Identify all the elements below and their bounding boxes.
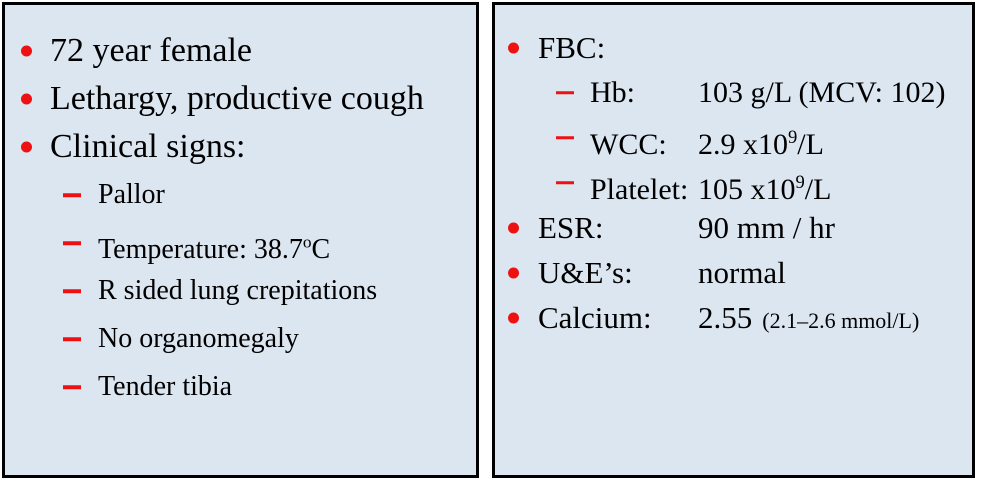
item-text: Clinical signs:: [50, 128, 246, 165]
list-item-hb: Hb: 103 g/L (MCV: 102): [495, 70, 972, 115]
lab-label: WCC:: [590, 128, 667, 161]
list-item-pallor: Pallor: [5, 171, 476, 219]
bullet-icon: [508, 312, 519, 323]
list-item-calcium: Calcium: 2.55 (2.1–2.6 mmol/L): [495, 295, 972, 340]
exponent-superscript: 9: [788, 127, 798, 148]
dash-icon: [63, 385, 81, 389]
wcc-value: 2.9 x10: [698, 128, 788, 161]
temperature-value: Temperature: 38.7: [98, 234, 303, 266]
calcium-reference-range: (2.1–2.6 mmol/L): [762, 308, 920, 333]
list-item-wcc: WCC: 2.9 x109/L: [495, 115, 972, 161]
lab-value: 90 mm / hr: [698, 210, 835, 245]
bullet-icon: [508, 42, 519, 53]
dash-icon: [556, 180, 574, 185]
list-item-temperature: Temperature: 38.7oC: [5, 219, 476, 267]
list-item-lung-crepitations: R sided lung crepitations: [5, 267, 476, 315]
dash-icon: [63, 193, 81, 197]
item-text: Pallor: [98, 179, 165, 210]
dash-icon: [556, 90, 574, 95]
list-item-tender-tibia: Tender tibia: [5, 363, 476, 411]
list-item-ue: U&E’s: normal: [495, 250, 972, 295]
list-item-esr: ESR: 90 mm / hr: [495, 205, 972, 250]
platelet-unit: /L: [804, 173, 832, 206]
lab-value: 105 x109/L: [698, 172, 832, 206]
lab-label: FBC:: [538, 30, 606, 65]
lab-results-panel: FBC: Hb: 103 g/L (MCV: 102) WCC: 2.9 x109/…: [492, 2, 975, 478]
list-item-no-organomegaly: No organomegaly: [5, 315, 476, 363]
dash-icon: [63, 289, 81, 293]
list-item-clinical-signs: Clinical signs:: [5, 123, 476, 171]
bullet-icon: [21, 141, 32, 153]
list-item-age: 72 year female: [5, 27, 476, 75]
list-item-fbc: FBC:: [495, 25, 972, 70]
bullet-icon: [508, 267, 519, 278]
patient-history-panel: 72 year female Lethargy, productive coug…: [2, 2, 479, 478]
dash-icon: [63, 241, 81, 245]
lab-value: 2.9 x109/L: [698, 127, 824, 161]
lab-value: normal: [698, 255, 786, 290]
temperature-unit: C: [311, 234, 331, 266]
list-item-symptoms: Lethargy, productive cough: [5, 75, 476, 123]
dash-icon: [556, 135, 574, 140]
bullet-icon: [21, 93, 32, 105]
lab-label: Hb:: [590, 76, 635, 109]
item-text: No organomegaly: [98, 323, 299, 354]
bullet-icon: [508, 222, 519, 233]
list-item-platelet: Platelet: 105 x109/L: [495, 160, 972, 206]
item-text: 72 year female: [50, 32, 252, 69]
lab-label: U&E’s:: [538, 255, 633, 290]
lab-value: 2.55 (2.1–2.6 mmol/L): [698, 300, 919, 335]
degree-superscript: o: [302, 233, 312, 252]
lab-label: Platelet:: [590, 173, 689, 206]
dash-icon: [63, 337, 81, 341]
calcium-value: 2.55: [698, 300, 753, 335]
exponent-superscript: 9: [795, 172, 805, 193]
lab-value: 103 g/L (MCV: 102): [698, 76, 946, 109]
lab-label: Calcium:: [538, 300, 652, 335]
item-text: Lethargy, productive cough: [50, 80, 424, 117]
item-text: R sided lung crepitations: [98, 275, 378, 306]
bullet-icon: [21, 45, 32, 57]
platelet-value: 105 x10: [698, 173, 796, 206]
item-text: Tender tibia: [98, 371, 233, 402]
item-text: Temperature: 38.7oC: [98, 233, 331, 266]
lab-label: ESR:: [538, 210, 604, 245]
wcc-unit: /L: [797, 128, 824, 161]
